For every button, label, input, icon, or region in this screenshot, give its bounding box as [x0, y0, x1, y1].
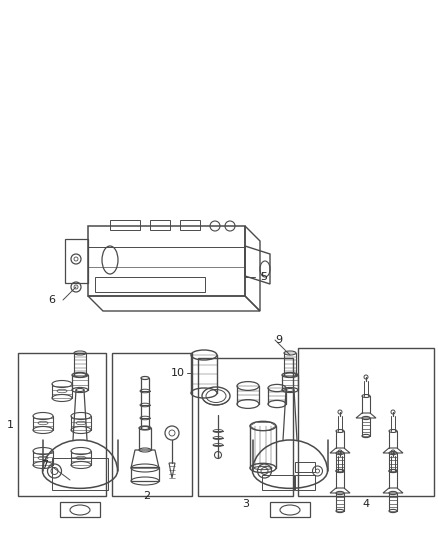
Bar [60, 502, 100, 517]
Text: 7: 7 [41, 460, 48, 470]
Bar [295, 475, 315, 490]
Text: 1: 1 [7, 420, 14, 430]
Bar [150, 220, 170, 230]
Bar [262, 475, 294, 490]
Text: 6: 6 [48, 295, 55, 305]
Bar [180, 220, 200, 230]
Bar [112, 353, 192, 496]
Bar [110, 220, 140, 230]
Text: 9: 9 [275, 335, 282, 345]
Text: 4: 4 [362, 499, 370, 509]
Text: 5: 5 [260, 272, 267, 282]
Bar [131, 467, 159, 481]
Bar [295, 462, 315, 472]
Bar [18, 353, 106, 496]
Bar [198, 358, 293, 496]
Bar [270, 502, 310, 517]
Bar [95, 277, 205, 292]
Text: 2: 2 [143, 491, 151, 501]
Bar [52, 458, 108, 490]
Text: 10: 10 [171, 368, 185, 378]
Bar [298, 348, 434, 496]
Text: 3: 3 [242, 499, 249, 509]
